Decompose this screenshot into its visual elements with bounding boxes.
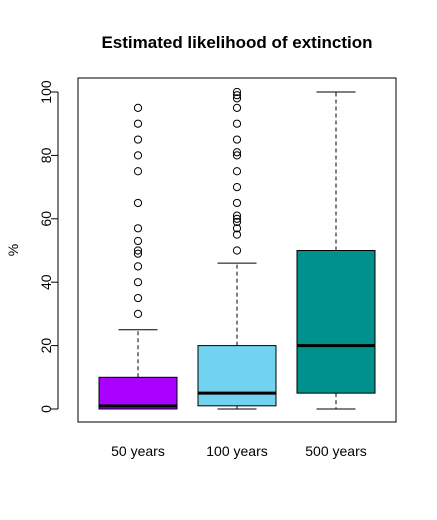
outlier-point: [133, 293, 143, 303]
outlier-point: [133, 103, 143, 112]
outlier-point: [232, 246, 242, 255]
outlier-point: [133, 151, 143, 160]
outlier-point: [232, 198, 242, 208]
outlier-point: [232, 230, 242, 239]
chart-title: Estimated likelihood of extinction: [101, 33, 372, 52]
outlier-point: [133, 198, 143, 208]
y-tick-label: 60: [38, 211, 54, 227]
x-axis-labels: 50 years 100 years 500 years: [111, 443, 367, 459]
outlier-point: [232, 211, 242, 220]
iqr-box: [296, 250, 376, 394]
y-tick-label: 80: [38, 147, 54, 163]
iqr-box: [197, 345, 277, 407]
outlier-point: [232, 224, 242, 233]
x-tick-label: 50 years: [111, 443, 165, 459]
outlier-point: [232, 151, 242, 160]
outlier-point: [133, 246, 143, 255]
outlier-point: [232, 217, 242, 227]
outlier-point: [232, 167, 242, 176]
outlier-point: [232, 183, 242, 192]
outlier-point: [232, 91, 242, 100]
plot-frame: [77, 77, 397, 423]
outlier-point: [232, 94, 242, 103]
iqr-box: [98, 376, 178, 410]
y-tick-label: 0: [38, 405, 54, 413]
outlier-point: [133, 119, 143, 128]
outlier-point: [232, 148, 242, 157]
outlier-point: [232, 135, 242, 144]
y-tick-label: 100: [38, 80, 54, 104]
box-100-years: [197, 87, 277, 410]
outlier-point: [133, 236, 143, 246]
x-tick-label: 500 years: [305, 443, 366, 459]
outlier-point: [133, 167, 143, 176]
outlier-point: [133, 262, 143, 271]
y-tick-label: 20: [38, 338, 54, 354]
y-tick-label: 40: [38, 274, 54, 290]
outlier-point: [232, 103, 242, 112]
outlier-point: [133, 224, 143, 233]
boxes-group: [98, 87, 376, 410]
outlier-point: [133, 135, 143, 144]
y-axis-label: %: [5, 244, 21, 256]
box-500-years: [296, 91, 376, 410]
outlier-point: [133, 309, 143, 318]
y-axis: 0 20 40 60 80 100: [38, 80, 59, 413]
outlier-point: [232, 87, 242, 97]
outlier-point: [133, 278, 143, 287]
x-tick-label: 100 years: [206, 443, 267, 459]
outlier-point: [133, 249, 143, 258]
outlier-point: [232, 214, 242, 223]
outlier-point: [232, 119, 242, 128]
box-50-years: [98, 103, 178, 410]
